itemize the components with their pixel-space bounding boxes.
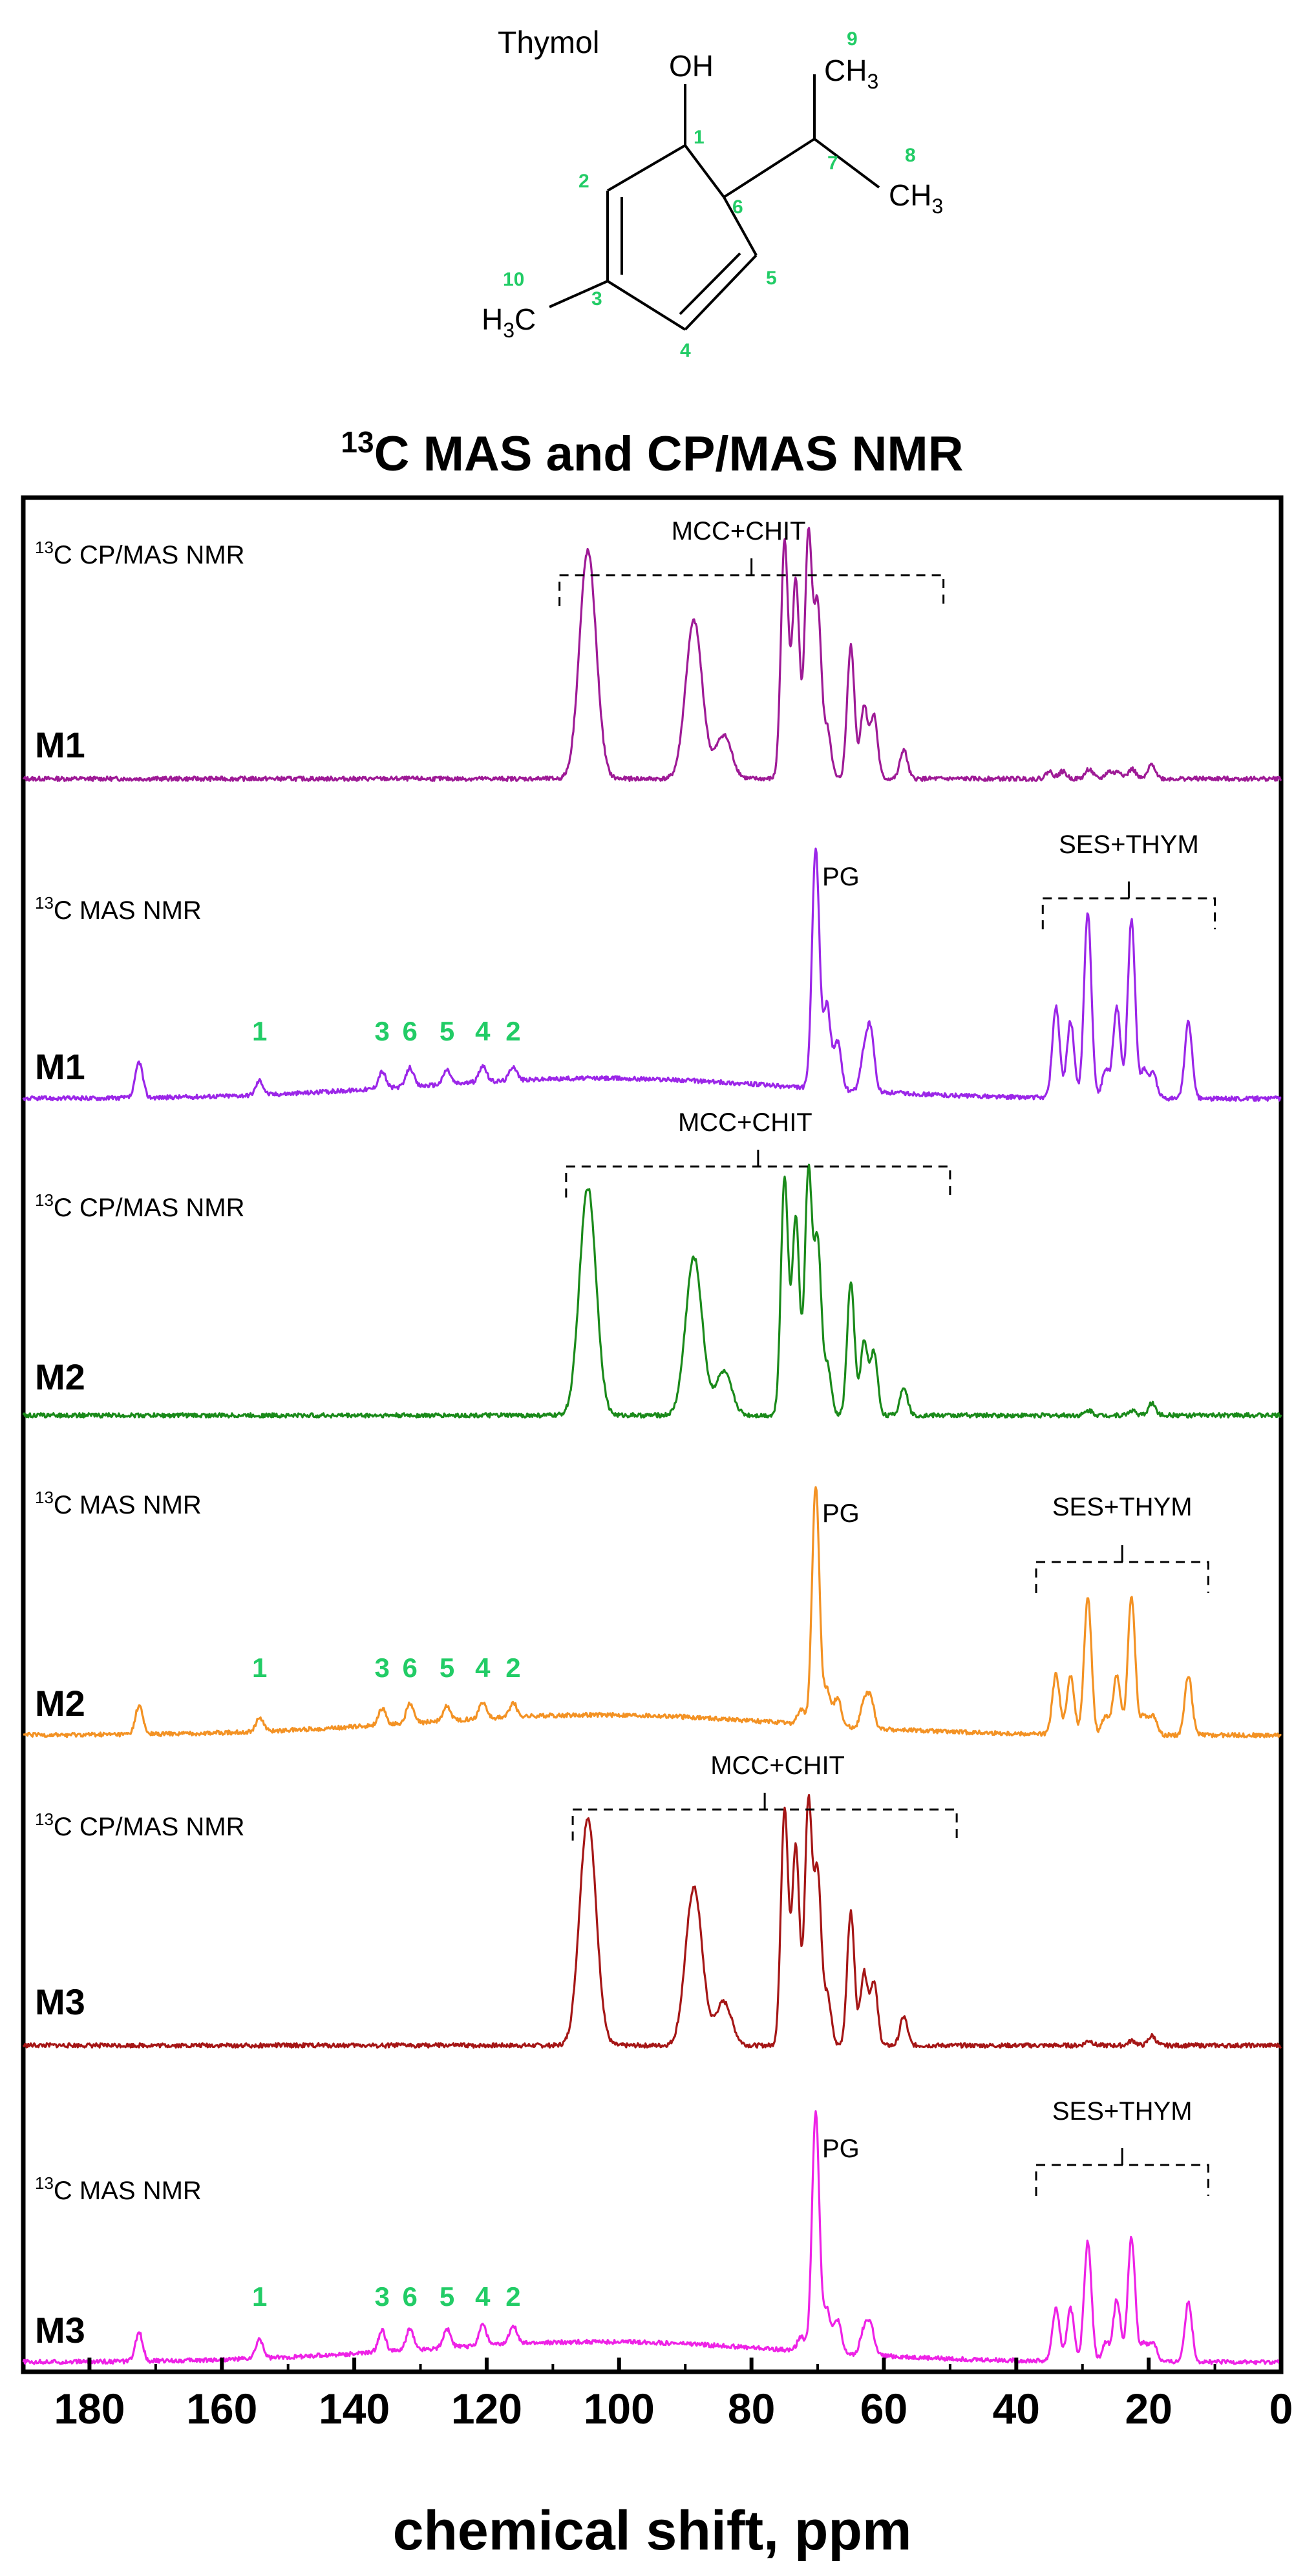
sample-label: M1 bbox=[35, 724, 85, 765]
region-bracket bbox=[1041, 882, 1216, 929]
bracket-label: MCC+CHIT bbox=[678, 1108, 812, 1137]
spectrum-panel: 13C MAS NMR M3 SES+THYM PG 1 3 6 5 4 2 bbox=[22, 2097, 1282, 2365]
sample-label: M2 bbox=[35, 1683, 85, 1724]
sample-label: M2 bbox=[35, 1357, 85, 1397]
method-label: 13C MAS NMR bbox=[35, 893, 202, 925]
sample-label: M3 bbox=[35, 1981, 85, 2022]
spectrum-panel: 13C CP/MAS NMR M2 MCC+CHIT bbox=[22, 1108, 1282, 1419]
atom-peak-label: 3 bbox=[374, 2281, 389, 2312]
sample-label: M1 bbox=[35, 1046, 85, 1087]
atom-number: 8 bbox=[905, 145, 916, 166]
region-bracket bbox=[565, 1150, 951, 1198]
plot-frame bbox=[21, 495, 1284, 2374]
region-bracket bbox=[1035, 2148, 1209, 2196]
bracket-label: SES+THYM bbox=[1052, 1493, 1193, 1521]
sample-label: M3 bbox=[35, 2310, 85, 2350]
atom-peak-label: 2 bbox=[505, 1652, 520, 1683]
atom-peak-label: 5 bbox=[440, 2281, 454, 2312]
molecule-name: Thymol bbox=[498, 26, 599, 60]
thymol-structure: Thymol OH CH3 CH3 H3C 1 2 3 4 5 6 7 bbox=[482, 26, 943, 361]
pg-label: PG bbox=[822, 863, 860, 891]
atom-peak-label: 1 bbox=[252, 1016, 267, 1046]
atom-number: 1 bbox=[694, 127, 705, 148]
x-axis: 180 160 140 120 100 80 60 40 20 0 bbox=[22, 2358, 1293, 2433]
spectrum-line bbox=[22, 1793, 1282, 2049]
atom-peak-label: 6 bbox=[402, 2281, 417, 2312]
spectrum-line bbox=[22, 527, 1282, 783]
pg-label: PG bbox=[822, 1499, 860, 1528]
spectrum-panel: 13C CP/MAS NMR M1 MCC+CHIT bbox=[22, 517, 1282, 783]
atom-number: 9 bbox=[847, 28, 858, 50]
spectrum-line bbox=[23, 1486, 1282, 1738]
spectrum-line bbox=[22, 1163, 1282, 1419]
method-label: 13C MAS NMR bbox=[35, 1488, 202, 1519]
x-tick-label: 80 bbox=[728, 2385, 775, 2433]
atom-number: 10 bbox=[503, 269, 524, 290]
region-bracket bbox=[558, 558, 945, 606]
atom-peak-label: 2 bbox=[505, 2281, 520, 2312]
atom-peak-label: 6 bbox=[402, 1652, 417, 1683]
x-tick-label: 140 bbox=[319, 2385, 390, 2433]
region-bracket bbox=[571, 1793, 958, 1841]
spectrum-line bbox=[22, 2110, 1282, 2365]
h3c-label: H3C bbox=[482, 302, 536, 342]
spectrum-panel: 13C MAS NMR M1 SES+THYM PG 1 3 6 5 4 2 bbox=[22, 830, 1282, 1102]
spectrum-panel: 13C MAS NMR M2 SES+THYM PG 1 3 6 5 4 2 bbox=[23, 1486, 1282, 1738]
x-tick-label: 180 bbox=[54, 2385, 125, 2433]
atom-number: 4 bbox=[680, 340, 691, 361]
atom-peak-label: 4 bbox=[475, 1652, 491, 1683]
method-label: 13C CP/MAS NMR bbox=[35, 538, 245, 569]
atom-peak-label: 1 bbox=[252, 1652, 267, 1683]
atom-peak-label: 2 bbox=[505, 1016, 520, 1046]
atom-peak-label: 5 bbox=[440, 1652, 454, 1683]
method-label: 13C CP/MAS NMR bbox=[35, 1190, 245, 1222]
spectrum-line bbox=[22, 847, 1282, 1102]
atom-number-labels: 1 2 3 4 5 6 7 8 9 10 bbox=[503, 28, 916, 361]
atom-peak-label: 4 bbox=[475, 1016, 491, 1046]
bracket-label: SES+THYM bbox=[1059, 830, 1199, 859]
atom-peak-label: 6 bbox=[402, 1016, 417, 1046]
x-axis-label: chemical shift, ppm bbox=[393, 2500, 912, 2562]
atom-number: 6 bbox=[732, 196, 743, 218]
oh-label: OH bbox=[669, 49, 714, 83]
bracket-label: MCC+CHIT bbox=[710, 1751, 845, 1780]
atom-number: 2 bbox=[578, 171, 589, 192]
pg-label: PG bbox=[822, 2135, 860, 2163]
region-bracket bbox=[1035, 1545, 1209, 1593]
chart-title: 13C MAS and CP/MAS NMR bbox=[341, 425, 963, 481]
x-tick-label: 160 bbox=[186, 2385, 257, 2433]
atom-peak-label: 4 bbox=[475, 2281, 491, 2312]
bracket-label: SES+THYM bbox=[1052, 2097, 1193, 2126]
atom-peak-label: 1 bbox=[252, 2281, 267, 2312]
ch3-top-label: CH3 bbox=[824, 54, 878, 93]
method-label: 13C CP/MAS NMR bbox=[35, 1810, 245, 1841]
molecule-bonds bbox=[549, 74, 880, 331]
x-tick-label: 60 bbox=[860, 2385, 907, 2433]
x-tick-label: 20 bbox=[1125, 2385, 1172, 2433]
atom-number: 3 bbox=[591, 288, 602, 310]
x-tick-label: 120 bbox=[451, 2385, 522, 2433]
x-tick-label: 40 bbox=[993, 2385, 1040, 2433]
atom-number: 7 bbox=[827, 153, 838, 174]
spectra-panels: 13C CP/MAS NMR M1 MCC+CHIT 13C MAS NMR M1 SES… bbox=[22, 517, 1282, 2365]
spectrum-panel: 13C CP/MAS NMR M3 MCC+CHIT bbox=[22, 1751, 1282, 2049]
ch3-right-label: CH3 bbox=[889, 178, 943, 218]
atom-peak-label: 3 bbox=[374, 1652, 389, 1683]
atom-number: 5 bbox=[766, 268, 777, 289]
x-tick-label: 0 bbox=[1269, 2385, 1293, 2433]
atom-peak-label: 5 bbox=[440, 1016, 454, 1046]
method-label: 13C MAS NMR bbox=[35, 2173, 202, 2205]
atom-peak-label: 3 bbox=[374, 1016, 389, 1046]
x-tick-label: 100 bbox=[584, 2385, 655, 2433]
bracket-label: MCC+CHIT bbox=[672, 517, 806, 545]
